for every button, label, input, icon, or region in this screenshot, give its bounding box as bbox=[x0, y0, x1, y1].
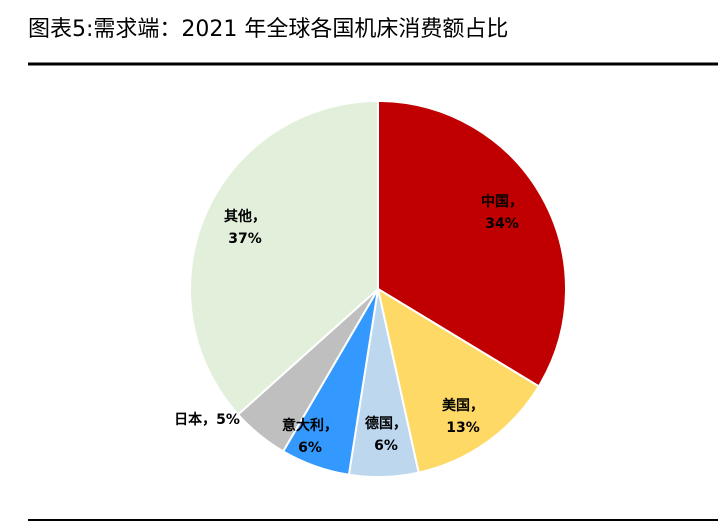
value-label: 34% bbox=[485, 216, 519, 232]
category-label: 其他， bbox=[224, 208, 266, 225]
pie-slice bbox=[189, 99, 379, 416]
slice-label: 日本，5% bbox=[174, 411, 240, 428]
category-label: 德国， bbox=[365, 415, 407, 432]
category-label: 美国， bbox=[442, 397, 484, 414]
value-label: 5% bbox=[216, 412, 240, 428]
pie-slice bbox=[376, 286, 541, 474]
value-label: 6% bbox=[298, 440, 322, 456]
category-label: 意大利， bbox=[282, 417, 338, 434]
category-label: 中国， bbox=[481, 193, 523, 210]
category-label: 日本， bbox=[174, 411, 216, 428]
pie-slice bbox=[377, 99, 568, 388]
value-label: 6% bbox=[374, 438, 398, 454]
value-label: 37% bbox=[228, 231, 262, 247]
value-label: 13% bbox=[446, 420, 480, 436]
chart-title: 图表5:需求端：2021 年全球各国机床消费额占比 bbox=[28, 17, 508, 42]
